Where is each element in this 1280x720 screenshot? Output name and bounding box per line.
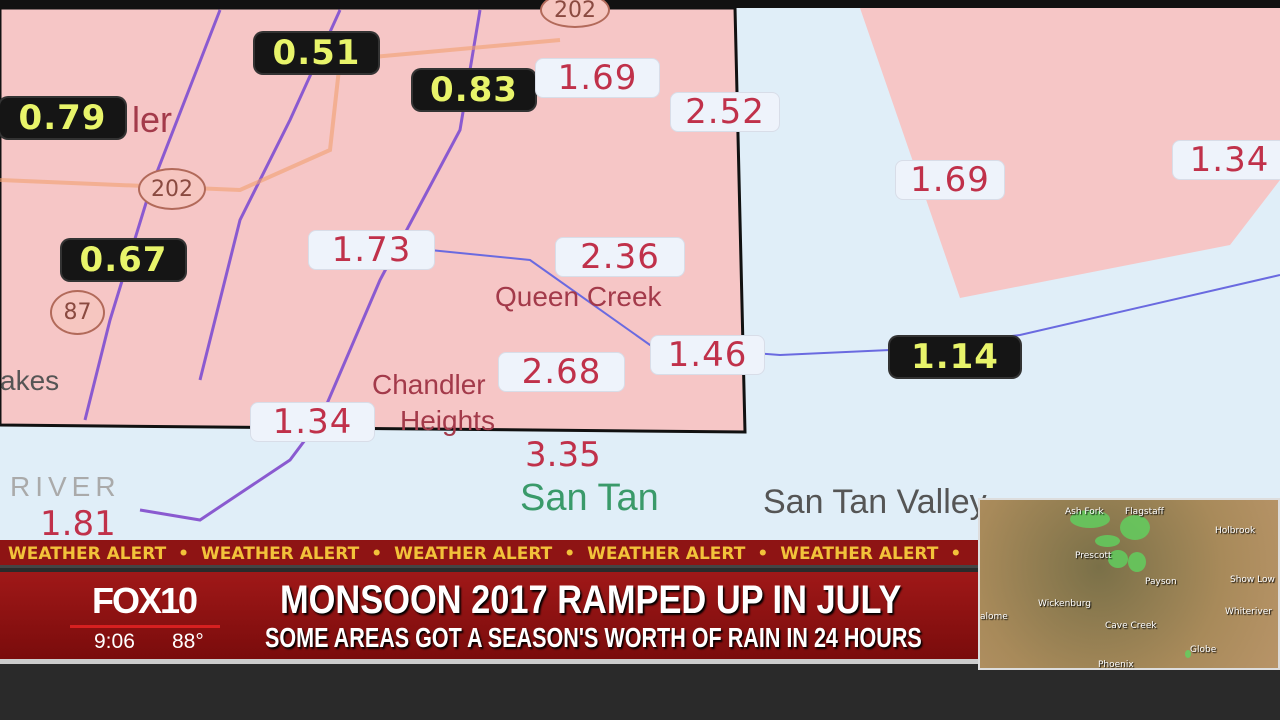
radar-place-label: Globe [1190,645,1217,655]
rain-value: 1.34 [250,402,375,442]
ticker-text: WEATHER ALERT [201,544,360,564]
rainfall-map: 0.51 0.83 0.79 0.67 1.14 1.69 2.52 1.69 … [0,0,1280,540]
radar-place-label: alome [980,612,1008,622]
radar-place-label: Show Low [1230,575,1275,585]
route-shield: 202 [540,0,610,28]
rain-value: 1.69 [535,58,660,98]
place-chandler-heights-2: Heights [400,405,495,436]
rain-value: 3.35 [525,435,601,475]
rain-value: 2.68 [498,352,625,392]
radar-place-label: Phoenix [1098,660,1134,670]
rain-value: 1.46 [650,335,765,375]
ticker-text: WEATHER ALERT [8,544,167,564]
rain-value-highlight: 0.83 [413,70,535,110]
rain-value: 1.73 [308,230,435,270]
rain-value-highlight: 1.14 [890,337,1020,377]
route-shield: 87 [50,290,105,335]
lower-third: FOX10 9:06 88° MONSOON 2017 RAMPED UP IN… [0,572,978,664]
clock: 9:06 [94,630,135,653]
temperature: 88° [172,630,204,653]
place-lakes: akes [0,365,60,396]
ticker-separator: • [371,544,383,564]
rain-value: 1.69 [895,160,1005,200]
ticker-text: WEATHER ALERT [780,544,939,564]
rain-value: 2.52 [670,92,780,132]
radar-place-label: Payson [1145,577,1177,587]
place-san-tan-valley: San Tan Valley [763,483,987,521]
rain-value-highlight: 0.67 [62,240,185,280]
ticker-separator: • [950,544,962,564]
place-chandler-heights: Chandler [372,369,486,400]
rain-value: 1.34 [1172,140,1280,180]
place-river: RIVER [10,471,121,502]
place-queen-creek: Queen Creek [495,281,662,312]
county-region [0,6,747,434]
rain-value-highlight: 0.79 [0,98,125,138]
radar-place-label: Flagstaff [1125,507,1164,517]
subheadline: SOME AREAS GOT A SEASON'S WORTH OF RAIN … [265,622,922,653]
radar-place-label: Wickenburg [1038,599,1091,609]
rain-value-highlight: 0.51 [255,33,378,73]
creek-line [429,249,1280,357]
rain-value: 1.81 [40,504,116,540]
ticker-separator: • [564,544,576,564]
radar-place-label: Whiteriver [1225,607,1272,617]
weather-alert-ticker: WEATHER ALERT • WEATHER ALERT • WEATHER ALER… [0,540,978,568]
place-chandler: ler [132,99,173,140]
ticker-text: WEATHER ALERT [587,544,746,564]
region-northeast [860,8,1280,298]
route-shield: 202 [138,168,206,210]
radar-place-label: Holbrook [1215,526,1256,536]
headline: MONSOON 2017 RAMPED UP IN JULY [280,578,902,622]
ticker-text: WEATHER ALERT [394,544,553,564]
radar-inset-map: Ash Fork Flagstaff Holbrook Prescott Payson S… [978,498,1280,670]
ticker-separator: • [757,544,769,564]
radar-place-label: Prescott [1075,551,1112,561]
rain-value: 2.36 [555,237,685,277]
logo-divider [70,625,220,628]
station-logo: FOX10 [92,580,198,621]
radar-place-label: Cave Creek [1105,621,1157,631]
radar-place-label: Ash Fork [1065,507,1104,517]
ticker-separator: • [178,544,190,564]
top-border [0,0,1280,8]
place-san-tan: San Tan [520,477,659,519]
